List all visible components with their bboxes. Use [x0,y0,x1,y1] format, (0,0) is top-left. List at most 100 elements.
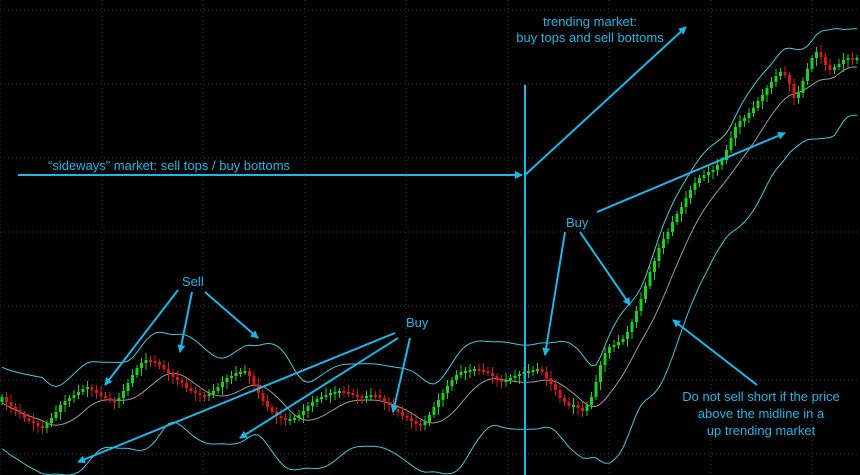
candle [446,380,449,399]
candle-body [450,380,454,386]
candle-body [45,423,49,428]
candle-body [23,414,26,418]
candle [81,385,85,395]
candle-body [306,406,310,411]
candle [603,347,607,372]
candle-body [671,222,674,232]
candle-body [806,69,809,81]
candle [297,410,301,421]
trending-line-2: buy tops and sell bottoms [516,30,664,45]
candle [90,384,94,397]
candle [815,47,818,66]
candle-body [221,382,224,387]
candle [644,282,647,303]
candle-body [365,396,368,398]
candle [666,228,670,244]
candle-body [374,395,377,397]
candle [306,402,310,418]
candle-body [72,395,76,398]
candle-body [176,377,179,380]
candle-body [383,398,386,402]
upper-band [1,28,857,388]
candle [810,55,814,72]
candle [770,77,773,94]
candle [252,371,256,392]
candle [752,101,755,117]
candle-body [549,378,553,384]
candle-body [410,418,413,421]
candle-body [608,347,611,353]
buy-right-arrow-2 [579,231,631,306]
candle [432,402,436,418]
candle-body [95,390,98,393]
candle-body [270,407,274,412]
candle [167,362,170,381]
candle [581,402,584,417]
candle-body [599,365,602,382]
candle [387,397,391,412]
candle-body [540,369,544,372]
candle [216,383,220,394]
candle-body [531,370,535,372]
candle [729,131,733,153]
candle [828,59,832,75]
candle-body [765,88,769,95]
candle-body [792,84,796,98]
candle-body [63,401,67,405]
candle [315,396,319,407]
candle [63,395,67,412]
candle-body [311,402,314,406]
candle-body [288,419,292,421]
candle-body [675,214,679,222]
candle-body [752,108,755,113]
candle [473,366,476,376]
candle-body [315,399,319,402]
candle-body [108,398,112,400]
candle-body [252,376,256,385]
candle-body [266,401,269,407]
candle [77,385,80,399]
candle [162,360,166,372]
candle-body [482,370,485,372]
candle [311,396,314,412]
candle [135,365,139,378]
candle-body [509,378,512,380]
candle-body [225,378,229,382]
candle [149,356,152,367]
candle-body [279,416,283,418]
candle-body [59,405,62,412]
candle [171,369,175,384]
buy-arrow-1 [77,332,396,464]
candle-body [414,421,418,424]
candle [486,367,490,376]
candle-body [680,207,683,214]
buy-right-arrow-3 [596,132,786,213]
candle [707,165,710,183]
candle [189,381,193,394]
candle-body [734,127,737,138]
candle [221,376,224,395]
candle-body [603,353,607,365]
candle-body [104,396,107,398]
candle [158,359,161,369]
candle [774,69,778,87]
candle [293,415,296,423]
candle-body [468,370,472,372]
candle-body [203,395,206,397]
candle [261,389,265,406]
candle [711,166,715,179]
candle-body [648,272,652,286]
candle-body [54,412,58,418]
candle [545,367,548,386]
candle-body [360,396,364,398]
candle [657,243,661,268]
candle-body [248,371,251,376]
candle-body [0,397,4,402]
candle [639,292,643,316]
candle-body [131,375,134,383]
trending-line-1: trending market: [543,14,637,29]
candle [270,404,274,415]
candle [68,395,71,407]
candle [117,393,121,408]
candle [180,377,184,388]
